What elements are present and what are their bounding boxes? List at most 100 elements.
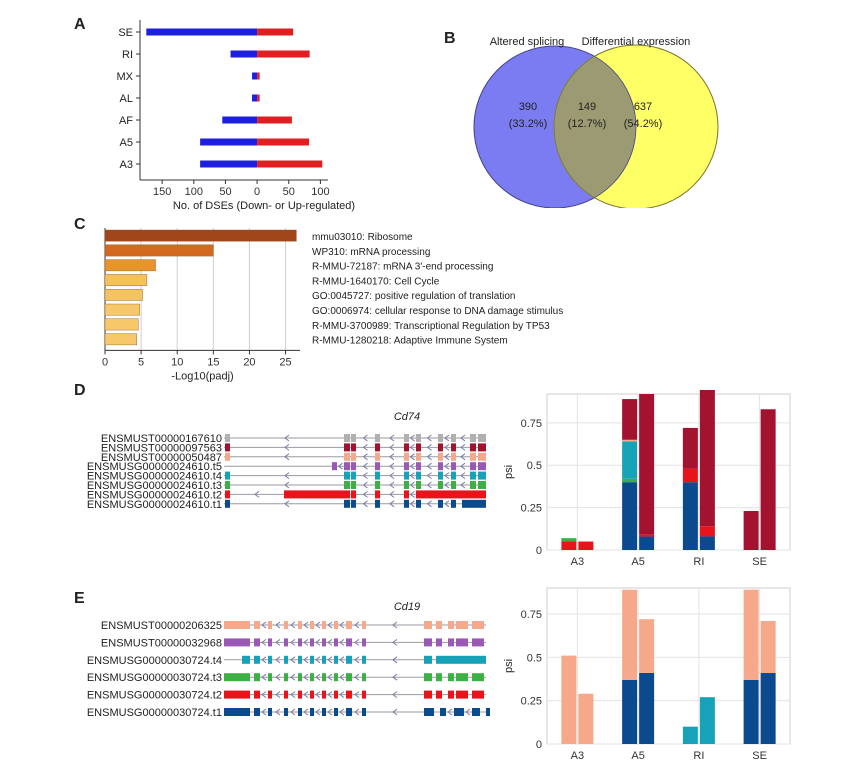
transcript-exon — [470, 462, 476, 471]
transcript-exon — [298, 673, 302, 682]
panel-letter-e: E — [74, 590, 85, 607]
intron-arrow — [444, 481, 450, 489]
venn-right-pct: (54.2%) — [624, 118, 663, 130]
transcript-label: ENSMUSG00000024610.t3 — [87, 480, 222, 492]
intron-arrow — [275, 639, 281, 646]
transcript-exon — [344, 481, 350, 489]
psi-bar-segment — [639, 534, 655, 537]
transcript-label: ENSMUST00000167610 — [101, 433, 222, 445]
intron-arrow — [460, 472, 466, 479]
intron-arrow — [460, 453, 466, 461]
transcript-exon — [225, 490, 230, 499]
transcript-exon — [438, 443, 443, 452]
panel-letter-a: A — [74, 16, 86, 33]
intron-arrow — [315, 708, 321, 716]
transcript-exon — [448, 690, 454, 699]
transcript-exon — [448, 638, 454, 647]
transcript-exon — [346, 655, 352, 664]
transcript-exon — [424, 690, 432, 699]
psi-ytick-label: 0 — [536, 545, 542, 557]
transcript-exon — [375, 481, 380, 489]
psi-bar-segment — [622, 478, 638, 483]
transcript-label: ENSMUST00000097563 — [101, 442, 222, 454]
intron-arrow — [392, 621, 398, 629]
intron-arrow — [354, 656, 360, 664]
psi-bar-segment — [682, 482, 698, 550]
transcript-exon — [268, 673, 272, 682]
transcript-exon — [470, 452, 476, 461]
intron-arrow — [444, 462, 450, 470]
intron-arrow — [426, 500, 432, 508]
transcript-exon — [416, 490, 486, 499]
intron-arrow — [290, 621, 296, 629]
intron-arrow — [275, 691, 281, 698]
transcript-exon — [375, 471, 380, 480]
transcript-label: ENSMUSG00000030724.t3 — [87, 672, 222, 684]
transcript-label: ENSMUST00000050487 — [101, 452, 222, 464]
transcript-exon — [470, 481, 476, 489]
transcript-exon — [268, 690, 272, 699]
psi-bar-segment — [699, 390, 715, 527]
intron-arrow — [426, 444, 432, 451]
intron-arrow — [389, 444, 395, 451]
transcript-label: ENSMUSG00000024610.t2 — [87, 489, 222, 501]
intron-arrow — [409, 491, 415, 498]
psi-bar-segment — [682, 468, 698, 483]
transcript-exon — [344, 462, 350, 471]
transcript-exon — [310, 690, 314, 699]
transcript-exon — [470, 471, 476, 480]
transcript-exon — [486, 708, 490, 716]
panel-a-category-label: RI — [122, 49, 133, 61]
transcript-exon — [346, 638, 352, 647]
transcript-exon — [298, 708, 302, 716]
transcript-exon — [451, 434, 456, 442]
intron-arrow — [389, 491, 395, 498]
panel-c-bar — [104, 229, 297, 242]
transcript-exon — [334, 690, 338, 699]
intron-arrow — [337, 462, 343, 470]
intron-arrow — [389, 462, 395, 470]
psi-bar-segment — [699, 526, 715, 537]
transcript-exon — [456, 638, 468, 647]
panel-a-bar-down — [146, 28, 258, 36]
intron-arrow — [362, 472, 368, 479]
intron-arrow — [460, 462, 466, 470]
transcript-exon — [416, 481, 421, 489]
psi-bar-segment — [760, 672, 776, 744]
transcript-exon — [404, 443, 409, 452]
transcript-exon — [451, 471, 456, 480]
intron-arrow — [303, 639, 309, 646]
transcript-exon — [456, 673, 468, 682]
transcript-exon — [451, 462, 456, 471]
panel-c-xtick-label: 25 — [279, 356, 291, 368]
transcript-exon — [375, 434, 380, 442]
transcript-exon — [404, 490, 409, 499]
panel-letter-c: C — [74, 216, 86, 233]
transcript-exon — [478, 443, 486, 452]
panel-c-x-axis-label: -Log10(padj) — [171, 370, 233, 382]
panel-c-xtick-label: 20 — [243, 356, 255, 368]
transcript-exon — [351, 434, 356, 442]
panel-a-x-axis-label: No. of DSEs (Down- or Up-regulated) — [173, 200, 355, 212]
transcript-exon — [322, 673, 326, 682]
transcript-exon — [478, 481, 486, 489]
transcript-exon — [298, 655, 302, 664]
transcript-exon — [225, 452, 230, 461]
intron-arrow — [303, 621, 309, 629]
psi-ytick-label: 0.5 — [527, 652, 542, 664]
transcript-exon — [472, 690, 484, 699]
intron-arrow — [327, 656, 333, 664]
intron-arrow — [339, 708, 345, 716]
intron-arrow — [327, 621, 333, 629]
psi-bar-segment — [622, 441, 638, 479]
psi-ytick-label: 0 — [536, 739, 542, 751]
intron-arrow — [409, 444, 415, 451]
transcript-label: ENSMUSG00000024610.t5 — [87, 461, 222, 473]
psi-category-label: SE — [752, 556, 767, 568]
transcript-exon — [424, 621, 432, 629]
transcript-exon — [322, 690, 326, 699]
transcript-exon — [470, 434, 476, 442]
transcript-exon — [344, 471, 350, 480]
intron-arrow — [290, 656, 296, 664]
transcript-exon — [254, 673, 260, 682]
